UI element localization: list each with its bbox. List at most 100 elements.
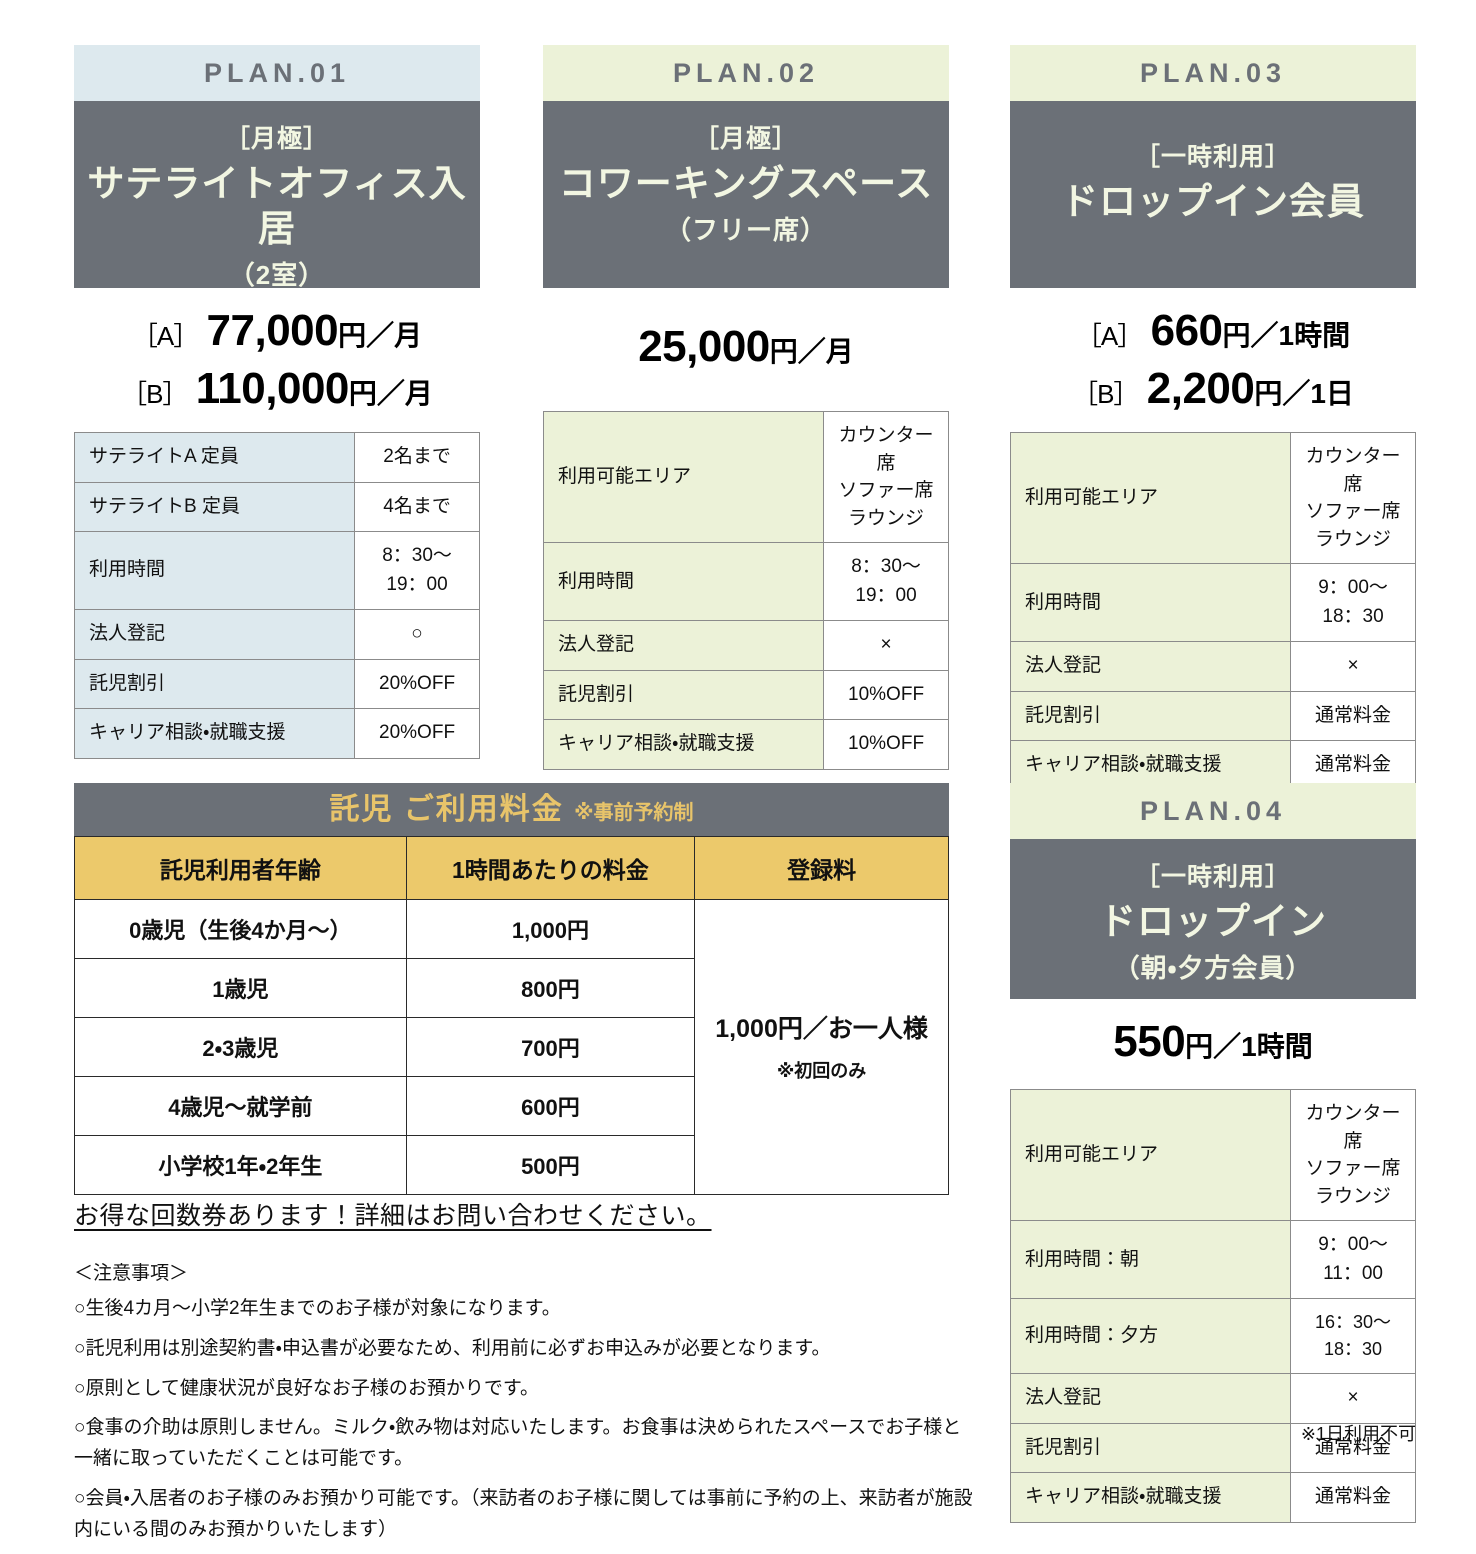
notes-caution-title: ＜注意事項＞: [74, 1263, 189, 1284]
spec-label: 託児割引: [542, 669, 825, 721]
plan-price-unit-02: 円／月: [769, 336, 854, 367]
note-item: ○食事の介助は原則しません。ミルク・飲み物は対応いたします。お食事は決められたス…: [74, 1417, 962, 1470]
plan-price-tag-b-03: ［B］: [1072, 379, 1139, 410]
spec-label: 利用可能エリア: [1009, 1089, 1292, 1222]
spec-value-line: ラウンジ: [848, 507, 925, 529]
spec-value: 8：30〜19：00: [823, 542, 949, 622]
table-row: 2・3歳児 700円: [74, 1017, 949, 1077]
plan-title-block-03: ［一時利用］ ドロップイン会員: [1010, 101, 1416, 288]
plan-badge-02: PLAN.02: [543, 45, 949, 101]
plan-kind-04: ［一時利用］: [1134, 863, 1291, 891]
spec-value: 通常料金: [1290, 1472, 1416, 1523]
plan-price-unit-a-03: 円／1時間: [1222, 320, 1351, 351]
plan-price-row-02: 25,000円／月: [543, 318, 949, 376]
spec-value: 9：00〜18：30: [1290, 563, 1416, 643]
spec-label: 利用可能エリア: [1009, 432, 1292, 565]
plan-price-row-a-01: ［A］ 77,000円／月: [74, 302, 480, 360]
plan-card-04: PLAN.04 ［一時利用］ ドロップイン （朝・夕方会員） 550円／1時間 …: [1009, 783, 1416, 1523]
spec-value: カウンター席 ソファー席 ラウンジ: [823, 411, 949, 544]
spec-value-line: ソファー席: [1305, 501, 1401, 523]
notes-section: お得な回数券あります！詳細はお問い合わせください。 ＜注意事項＞ ○生後4カ月〜…: [74, 1196, 974, 1554]
table-row: 利用時間 8：30〜19：00: [542, 542, 949, 622]
childcare-registration-note: ※初回のみ: [776, 1060, 867, 1081]
spec-value-line: ラウンジ: [1315, 528, 1392, 550]
table-header-row: 託児利用者年齢 1時間あたりの料金 登録料: [74, 836, 949, 900]
spec-label: 法人登記: [1009, 641, 1292, 692]
spec-value-line: ソファー席: [838, 480, 934, 502]
plan-card-01: PLAN.01 ［月極］ サテライトオフィス入居 （2室） ［A］ 77,000…: [73, 45, 480, 759]
childcare-registration-cell: 1,000円／お一人様 ※初回のみ: [694, 899, 949, 1195]
childcare-age: 4歳児〜就学前: [74, 1076, 407, 1136]
plan-price-unit-b-03: 円／1日: [1254, 378, 1354, 410]
table-row: 託児割引 10%OFF: [542, 669, 949, 721]
spec-label: キャリア相談・就職支援: [1009, 1472, 1292, 1523]
spec-label: 利用時間：朝: [1009, 1220, 1292, 1300]
spec-value: ×: [1290, 1373, 1416, 1424]
spec-value: 通常料金: [1290, 740, 1416, 791]
plan-price-amount-a-01: 77,000: [206, 306, 339, 355]
table-row: 法人登記 ○: [73, 609, 480, 660]
plan-price-amount-04: 550: [1113, 1017, 1186, 1066]
spec-value: 16：30〜18：30: [1290, 1298, 1416, 1375]
childcare-age: 0歳児（生後4か月〜）: [74, 899, 407, 959]
table-row: キャリア相談・就職支援 10%OFF: [542, 719, 949, 770]
spec-value: ×: [1290, 641, 1416, 692]
spec-label: サテライトB 定員: [73, 481, 356, 533]
spec-value: 10%OFF: [823, 719, 949, 770]
plan-name-02: コワーキングスペース: [558, 163, 934, 204]
spec-value: ×: [823, 620, 949, 671]
spec-value: カウンター席 ソファー席 ラウンジ: [1290, 1089, 1416, 1222]
table-row: サテライトA 定員 2名まで: [73, 432, 480, 483]
spec-label: 利用時間：夕方: [1009, 1298, 1292, 1375]
plan-price-row-04: 550円／1時間: [1010, 1013, 1416, 1071]
plan-price-row-b-01: ［B］ 110,000円／月: [74, 360, 480, 418]
childcare-hourly: 500円: [405, 1135, 696, 1195]
plan-price-tag-a-01: ［A］: [131, 321, 199, 351]
column-header-hourly: 1時間あたりの料金: [405, 836, 696, 900]
note-item: ○託児利用は別途契約書・申込書が必要なため、利用前に必ずお申込みが必要となります…: [74, 1337, 831, 1359]
plan-price-tag-b-01: ［B］: [121, 379, 188, 410]
plan-kind-03: ［一時利用］: [1134, 143, 1291, 171]
spec-value: 20%OFF: [354, 708, 480, 759]
table-row: 託児割引 通常料金: [1009, 1422, 1416, 1474]
plan-spec-table-03: 利用可能エリア カウンター席 ソファー席 ラウンジ 利用時間 9：00〜18：3…: [1009, 432, 1416, 791]
plan-card-03: PLAN.03 ［一時利用］ ドロップイン会員 ［A］ 660円／1時間 ［B］…: [1009, 45, 1416, 791]
plan-price-amount-b-03: 2,200: [1146, 364, 1255, 414]
spec-label: 利用時間: [542, 542, 825, 622]
spec-label: 託児割引: [1009, 1422, 1292, 1474]
table-row: 法人登記 ×: [1009, 641, 1416, 692]
plan-price-unit-04: 円／1時間: [1185, 1031, 1313, 1062]
childcare-age: 小学校1年・2年生: [74, 1135, 407, 1195]
plan-spec-table-04: 利用可能エリア カウンター席 ソファー席 ラウンジ 利用時間：朝 9：00〜11…: [1009, 1089, 1416, 1523]
plan-kind-02: ［月極］: [693, 125, 798, 153]
plan-price-amount-02: 25,000: [638, 322, 770, 371]
spec-label: 託児割引: [73, 658, 356, 710]
plan-spec-table-01: サテライトA 定員 2名まで サテライトB 定員 4名まで 利用時間 8：30〜…: [73, 432, 480, 759]
plan-price-amount-b-01: 110,000: [195, 364, 350, 414]
spec-value: 2名まで: [354, 432, 480, 483]
spec-label: サテライトA 定員: [73, 432, 356, 483]
spec-value-line: カウンター席: [838, 425, 934, 474]
spec-value: 通常料金: [1290, 1422, 1416, 1474]
plan-price-block-01: ［A］ 77,000円／月 ［B］ 110,000円／月: [74, 288, 480, 418]
table-row: 利用可能エリア カウンター席 ソファー席 ラウンジ: [1009, 1089, 1416, 1222]
childcare-age: 2・3歳児: [74, 1017, 407, 1077]
table-row: 利用可能エリア カウンター席 ソファー席 ラウンジ: [1009, 432, 1416, 565]
spec-label: キャリア相談・就職支援: [1009, 740, 1292, 791]
childcare-hourly: 1,000円: [405, 899, 696, 959]
spec-label: 利用時間: [1009, 563, 1292, 643]
table-row: 利用可能エリア カウンター席 ソファー席 ラウンジ: [542, 411, 949, 544]
plan-price-row-a-03: ［A］ 660円／1時間: [1010, 302, 1416, 360]
plan-badge-03: PLAN.03: [1010, 45, 1416, 101]
plan-name-04: ドロップイン: [1099, 901, 1327, 942]
childcare-title-note: ※事前予約制: [574, 802, 694, 824]
plan-price-row-b-03: ［B］ 2,200円／1日: [1010, 360, 1416, 418]
childcare-fee-table: 託児利用者年齢 1時間あたりの料金 登録料 0歳児（生後4か月〜） 1,000円…: [74, 836, 949, 1195]
note-item: ○原則として健康状況が良好なお子様のお預かりです。: [74, 1377, 540, 1399]
table-row: 利用時間 9：00〜18：30: [1009, 563, 1416, 643]
note-item: ○生後4カ月〜小学2年生までのお子様が対象になります。: [74, 1298, 561, 1319]
spec-value-line: ソファー席: [1305, 1158, 1401, 1180]
table-row: 託児割引 20%OFF: [73, 658, 480, 710]
childcare-registration-fee: 1,000円／お一人様: [715, 1014, 928, 1043]
plan-name-03: ドロップイン会員: [1061, 181, 1365, 222]
